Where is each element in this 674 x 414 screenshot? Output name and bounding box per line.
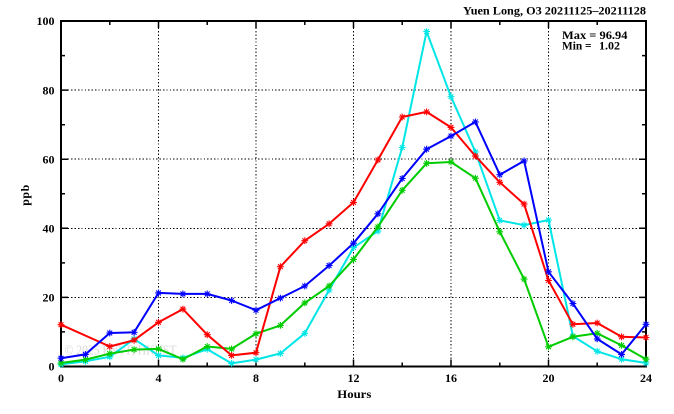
svg-text:40: 40	[43, 222, 55, 236]
svg-text:24: 24	[640, 371, 652, 385]
svg-text:60: 60	[43, 152, 55, 166]
svg-text:80: 80	[43, 83, 55, 97]
svg-text:ppb: ppb	[18, 184, 32, 206]
svg-text:8: 8	[253, 371, 259, 385]
svg-text:1.02: 1.02	[599, 38, 620, 52]
svg-text:Max = 96.94: Max = 96.94	[562, 28, 628, 42]
svg-text:16: 16	[445, 371, 457, 385]
svg-text:Yuen Long, O3 20211125–2021112: Yuen Long, O3 20211125–20211128	[463, 3, 646, 17]
svg-text:12: 12	[348, 371, 360, 385]
svg-text:100: 100	[37, 14, 55, 28]
svg-text:Hours: Hours	[337, 387, 371, 401]
svg-text:20: 20	[43, 291, 55, 305]
svg-text:Min =: Min =	[562, 38, 592, 52]
svg-text:20: 20	[543, 371, 555, 385]
svg-text:4: 4	[156, 371, 162, 385]
svg-text:0: 0	[58, 371, 64, 385]
svg-text:0: 0	[49, 360, 55, 374]
